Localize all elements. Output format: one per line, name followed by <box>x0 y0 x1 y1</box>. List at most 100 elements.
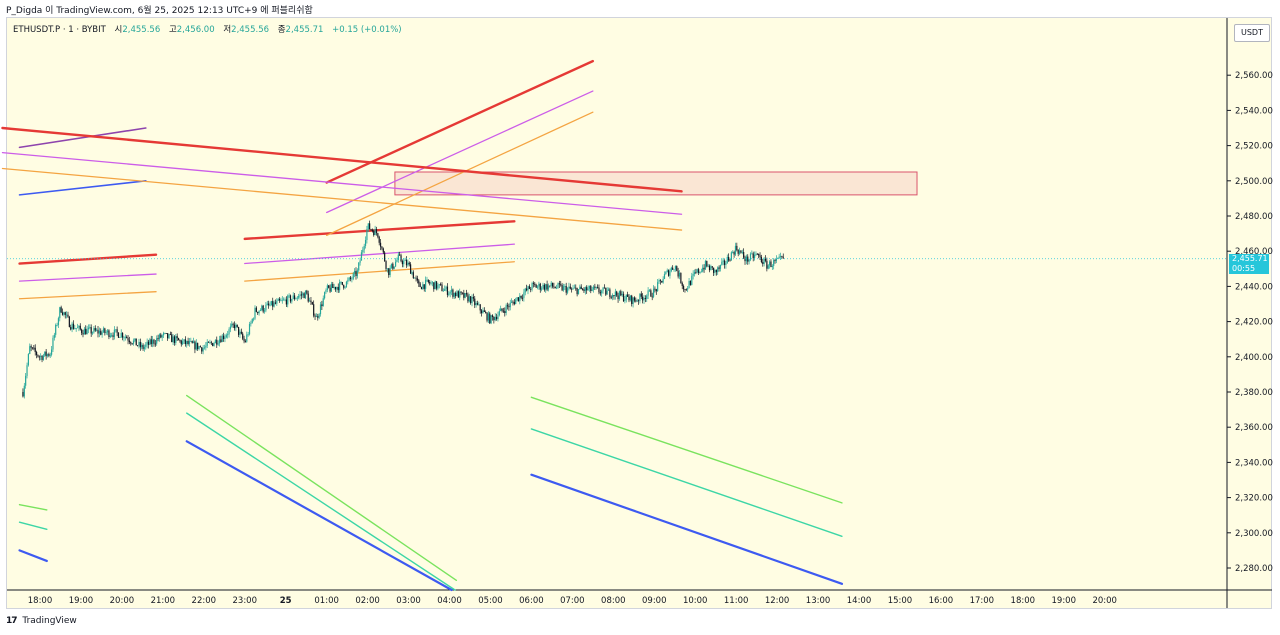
candle-body[interactable] <box>476 303 479 305</box>
orange-channel-line[interactable] <box>18 291 157 300</box>
candle-body[interactable] <box>605 287 607 295</box>
candle-body[interactable] <box>538 283 540 287</box>
candle-body[interactable] <box>141 344 143 348</box>
candle-body[interactable] <box>448 293 450 295</box>
candle-body[interactable] <box>295 298 297 300</box>
candle-body[interactable] <box>556 287 558 289</box>
candle-body[interactable] <box>452 289 454 297</box>
candle-body[interactable] <box>44 351 46 356</box>
candle-body[interactable] <box>123 337 125 339</box>
blue-channel-line[interactable] <box>18 549 48 563</box>
candle-body[interactable] <box>758 254 760 256</box>
candle-body[interactable] <box>565 286 567 293</box>
candle-body[interactable] <box>86 329 88 335</box>
candle-body[interactable] <box>603 287 606 289</box>
candle-body[interactable] <box>467 294 469 302</box>
candle-body[interactable] <box>515 299 517 305</box>
candle-body[interactable] <box>759 255 761 257</box>
red-channel-line[interactable] <box>1 126 683 193</box>
candle-body[interactable] <box>199 346 201 348</box>
candle-body[interactable] <box>486 312 488 321</box>
candle-body[interactable] <box>247 334 249 336</box>
candle-body[interactable] <box>614 291 616 297</box>
candle-body[interactable] <box>774 260 776 261</box>
candle-body[interactable] <box>66 314 68 316</box>
candle-body[interactable] <box>635 300 637 302</box>
candle-body[interactable] <box>610 296 612 298</box>
candle-body[interactable] <box>145 344 147 347</box>
candle-body[interactable] <box>722 260 724 262</box>
candle-body[interactable] <box>420 287 423 290</box>
candle-body[interactable] <box>281 299 283 301</box>
violet-channel-line[interactable] <box>1 151 683 215</box>
candle-body[interactable] <box>397 254 399 260</box>
candle-body[interactable] <box>124 336 126 338</box>
candle-body[interactable] <box>41 356 43 360</box>
candle-body[interactable] <box>512 301 514 303</box>
green-channel-line[interactable] <box>18 503 48 511</box>
candle-body[interactable] <box>187 340 189 344</box>
candle-body[interactable] <box>57 318 60 325</box>
candle-body[interactable] <box>188 341 191 344</box>
candle-body[interactable] <box>207 341 210 343</box>
candle-body[interactable] <box>633 297 636 301</box>
candle-body[interactable] <box>384 252 386 262</box>
candle-body[interactable] <box>542 284 544 289</box>
candle-body[interactable] <box>430 282 432 284</box>
candle-body[interactable] <box>568 286 570 289</box>
candle-body[interactable] <box>773 260 775 266</box>
candle-body[interactable] <box>243 338 245 342</box>
candle-body[interactable] <box>272 301 274 307</box>
candle-body[interactable] <box>485 311 487 313</box>
candle-body[interactable] <box>382 248 384 253</box>
candle-body[interactable] <box>561 284 563 291</box>
candle-body[interactable] <box>622 293 625 302</box>
candle-body[interactable] <box>336 286 338 290</box>
candle-body[interactable] <box>713 267 715 273</box>
candle-body[interactable] <box>479 304 481 311</box>
candle-body[interactable] <box>389 267 391 276</box>
candle-body[interactable] <box>627 294 629 297</box>
candle-body[interactable] <box>276 300 278 304</box>
candle-body[interactable] <box>354 270 356 274</box>
candle-body[interactable] <box>714 270 716 273</box>
candle-body[interactable] <box>228 329 230 335</box>
candle-body[interactable] <box>116 329 118 333</box>
candle-body[interactable] <box>213 343 215 346</box>
candle-body[interactable] <box>662 278 664 283</box>
candle-body[interactable] <box>274 302 277 304</box>
candle-body[interactable] <box>768 261 771 266</box>
candle-body[interactable] <box>687 288 689 290</box>
candle-body[interactable] <box>288 295 290 297</box>
candle-body[interactable] <box>318 314 320 318</box>
candle-body[interactable] <box>76 327 79 329</box>
candle-body[interactable] <box>474 298 476 306</box>
candle-body[interactable] <box>61 312 64 315</box>
candle-body[interactable] <box>416 278 419 281</box>
candle-body[interactable] <box>732 252 734 253</box>
candle-body[interactable] <box>101 332 103 335</box>
candle-body[interactable] <box>767 265 769 269</box>
orange-channel-line[interactable] <box>244 261 515 282</box>
candle-body[interactable] <box>516 297 518 300</box>
candle-body[interactable] <box>347 280 349 282</box>
teal-channel-line[interactable] <box>186 412 456 591</box>
candle-body[interactable] <box>425 279 427 289</box>
candle-body[interactable] <box>576 288 578 295</box>
candle-body[interactable] <box>777 257 779 259</box>
candle-body[interactable] <box>334 286 337 290</box>
red-channel-line[interactable] <box>243 220 516 241</box>
candle-body[interactable] <box>543 284 545 290</box>
candle-body[interactable] <box>763 258 765 264</box>
candle-body[interactable] <box>81 329 83 333</box>
candle-body[interactable] <box>205 345 207 348</box>
candle-body[interactable] <box>370 229 372 230</box>
candle-body[interactable] <box>96 329 98 331</box>
candle-body[interactable] <box>526 288 528 291</box>
candle-body[interactable] <box>719 264 722 269</box>
candle-body[interactable] <box>209 342 211 344</box>
candle-body[interactable] <box>401 261 404 265</box>
candle-body[interactable] <box>149 339 151 345</box>
candle-body[interactable] <box>465 293 468 295</box>
candle-body[interactable] <box>197 342 199 350</box>
